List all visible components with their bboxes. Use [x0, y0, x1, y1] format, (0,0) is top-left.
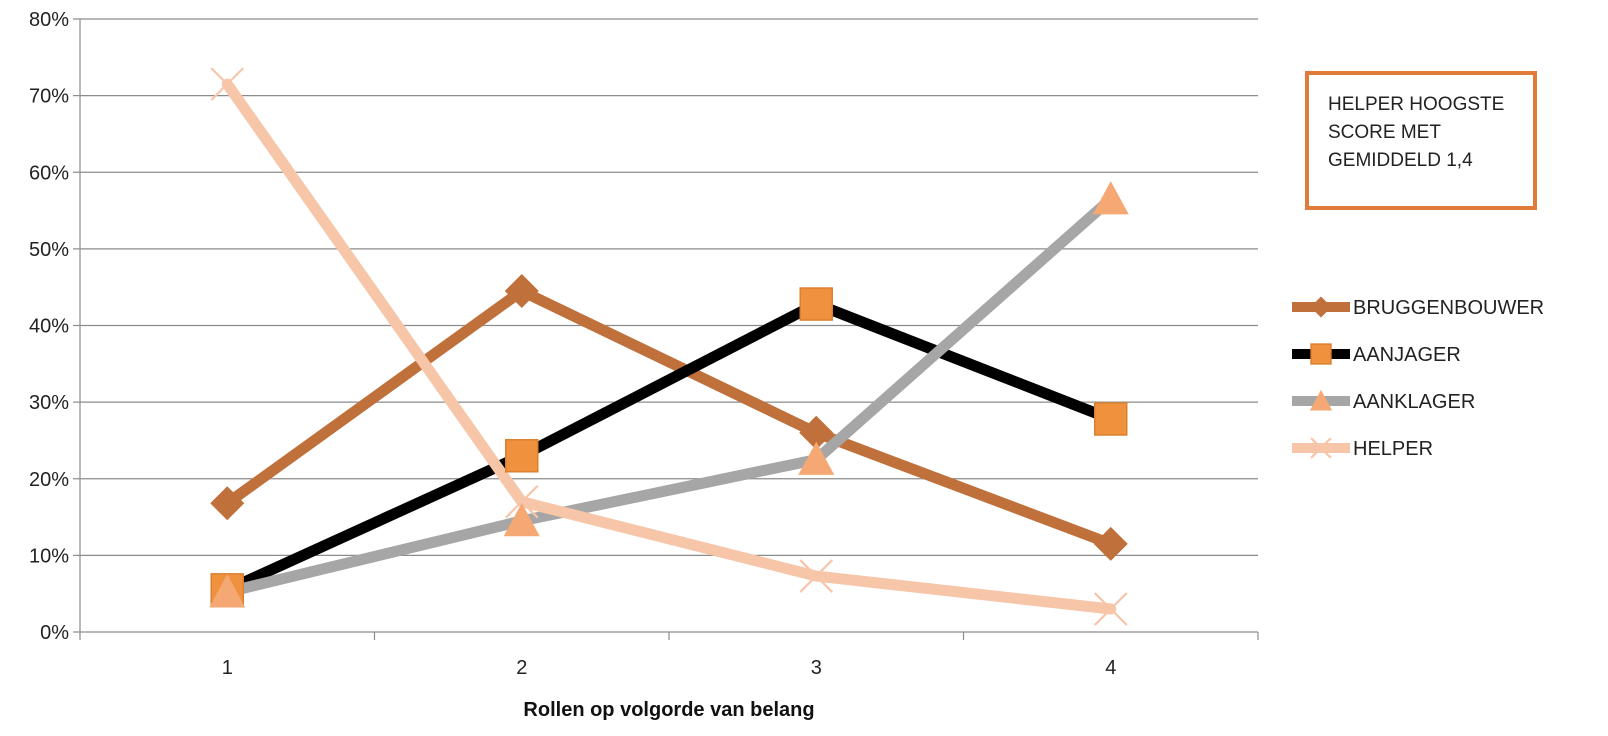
x-tick-label: 1	[222, 657, 233, 679]
x-tick-label: 3	[811, 657, 822, 679]
annotation-box: HELPER HOOGSTE SCORE MET GEMIDDELD 1,4	[1305, 71, 1537, 210]
legend: BRUGGENBOUWER AANJAGER AANKLAGER HELPER	[1292, 296, 1544, 460]
legend-marker	[1310, 296, 1332, 318]
x-axis-title: Rollen op volgorde van belang	[523, 699, 814, 721]
annotation-line-3: GEMIDDELD 1,4	[1328, 150, 1473, 171]
legend-label: BRUGGENBOUWER	[1353, 297, 1544, 319]
y-tick-label: 20%	[29, 469, 69, 491]
annotation-line-2: SCORE MET	[1328, 122, 1441, 143]
data-point-marker	[799, 287, 833, 321]
series-line	[221, 285, 1117, 550]
legend-marker	[1310, 343, 1332, 365]
data-point-marker	[799, 559, 834, 593]
data-point-marker	[503, 502, 540, 537]
y-tick-label: 50%	[29, 239, 69, 261]
series-line	[221, 193, 1117, 598]
data-point-marker	[1093, 592, 1128, 626]
legend-entry: AANKLAGER	[1292, 389, 1475, 413]
data-point-marker	[210, 486, 245, 521]
data-point-marker	[1092, 181, 1129, 215]
data-point-marker	[1094, 402, 1128, 436]
legend-entry: BRUGGENBOUWER	[1292, 296, 1544, 319]
data-point-marker	[799, 415, 834, 450]
data-point-marker	[504, 484, 539, 519]
legend-entry: HELPER	[1292, 437, 1433, 460]
legend-entry: AANJAGER	[1292, 343, 1461, 366]
y-tick-label: 80%	[29, 9, 69, 31]
legend-label: HELPER	[1353, 438, 1433, 460]
y-axis-ticks: 0% 10% 20% 30% 40% 50% 60% 70% 80%	[29, 9, 80, 644]
data-point-marker	[209, 574, 246, 608]
y-tick-label: 30%	[29, 392, 69, 414]
legend-marker	[1309, 389, 1333, 411]
series-line	[221, 78, 1117, 615]
series-markers	[209, 67, 1129, 626]
y-tick-label: 60%	[29, 162, 69, 184]
data-point-marker	[504, 274, 539, 309]
gridlines	[80, 18, 1258, 556]
legend-label: AANKLAGER	[1353, 391, 1475, 413]
y-tick-label: 70%	[29, 86, 69, 108]
y-tick-label: 40%	[29, 316, 69, 338]
x-axis-ticks: 1 2 3 4	[79, 632, 1259, 679]
series-lines	[221, 78, 1117, 615]
x-tick-label: 2	[516, 657, 527, 679]
y-tick-label: 0%	[40, 622, 69, 644]
data-point-marker	[798, 441, 835, 475]
data-point-marker	[505, 439, 539, 473]
y-tick-label: 10%	[29, 545, 69, 567]
series-line	[221, 298, 1117, 596]
legend-marker	[1310, 437, 1332, 459]
data-point-marker	[210, 67, 245, 101]
data-point-marker	[1093, 526, 1128, 561]
x-tick-label: 4	[1105, 657, 1116, 679]
annotation-line-1: HELPER HOOGSTE	[1328, 94, 1505, 115]
legend-label: AANJAGER	[1353, 344, 1461, 366]
